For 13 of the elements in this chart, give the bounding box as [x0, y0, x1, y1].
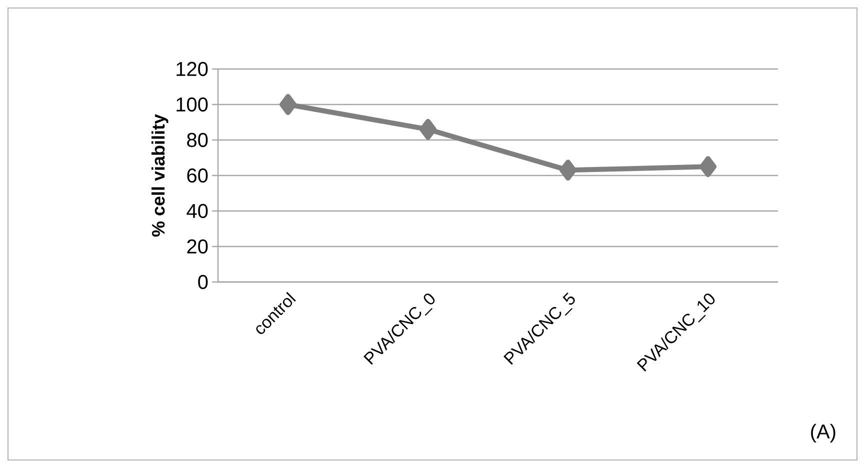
y-tick-label: 0 [198, 274, 208, 290]
point [280, 94, 297, 115]
text: (A) [811, 424, 836, 442]
y-tick-label: 20 [187, 239, 208, 254]
y-tick-label: 80 [187, 132, 208, 148]
point [700, 156, 717, 178]
point [560, 160, 577, 181]
y-tick-label: 40 [186, 204, 208, 218]
point [420, 118, 437, 140]
y-tick-label: 60 [187, 168, 208, 183]
y-tick-label: 100 [176, 97, 208, 112]
y-tick-label: 120 [176, 62, 208, 76]
y-axis-title: % cell viability [151, 114, 168, 237]
